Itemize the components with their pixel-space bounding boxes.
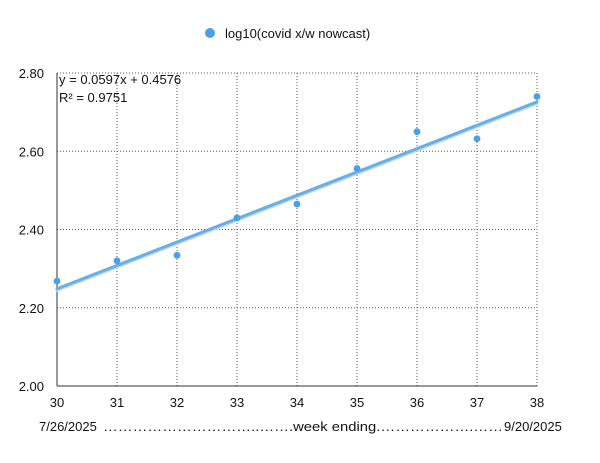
y-tick-label: 2.00 [19, 379, 44, 394]
y-tick-label: 2.80 [19, 66, 44, 81]
footer: 7/26/2025 …………………………..…….week ending.………… [39, 419, 562, 434]
footer-week-ending: …………………………..…….week ending.……………….…… [103, 419, 503, 434]
data-point [413, 128, 421, 136]
x-tick-label: 31 [110, 395, 124, 410]
data-point [353, 165, 361, 172]
data-point [53, 277, 61, 285]
x-tick-label: 37 [470, 395, 484, 410]
legend-label: log10(covid x/w nowcast) [225, 26, 370, 41]
x-tick-label: 30 [50, 395, 64, 410]
x-tick-label: 35 [350, 395, 364, 410]
legend-marker [205, 28, 215, 38]
axes [56, 73, 537, 387]
data-point [293, 200, 301, 208]
trendline-line [55, 100, 539, 291]
footer-start-date: 7/26/2025 [39, 419, 97, 434]
trendline-equation: y = 0.0597x + 0.4576 [59, 72, 181, 87]
x-tick-label: 38 [530, 395, 544, 410]
data-point [173, 251, 181, 259]
data-point [233, 214, 241, 222]
x-tick-label: 32 [170, 395, 184, 410]
y-tick-label: 2.20 [19, 301, 44, 316]
y-tick-label: 2.40 [19, 223, 44, 238]
trendline [55, 100, 539, 292]
x-tick-label: 33 [230, 395, 244, 410]
y-tick-label: 2.60 [19, 144, 44, 159]
footer-end-date: 9/20/2025 [504, 419, 562, 434]
data-point [533, 93, 541, 100]
x-tick-labels: 30 31 32 33 34 35 36 37 38 [50, 395, 544, 410]
y-tick-labels: 2.00 2.20 2.40 2.60 2.80 [19, 66, 44, 394]
x-tick-label: 34 [290, 395, 304, 410]
trendline-annotation: y = 0.0597x + 0.4576 R² = 0.9751 [59, 72, 181, 105]
data-points [53, 93, 541, 285]
grid [57, 72, 538, 386]
data-point [113, 257, 121, 265]
data-point [473, 135, 481, 143]
trendline-r-squared: R² = 0.9751 [59, 90, 127, 105]
x-tick-label: 36 [410, 395, 424, 410]
legend: log10(covid x/w nowcast) [205, 26, 370, 41]
